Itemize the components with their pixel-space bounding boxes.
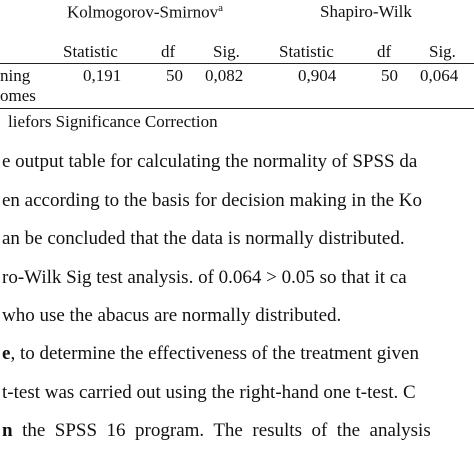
row-label-line1: ning xyxy=(0,66,31,85)
body-line-3: an be concluded that the data is normall… xyxy=(2,228,405,249)
col-header-sig-sw: Sig. xyxy=(429,42,456,61)
body-line-4: ro-Wilk Sig test analysis. of 0.064 > 0.… xyxy=(2,267,407,288)
col-header-df-sw: df xyxy=(377,42,392,61)
table-footnote: liefors Significance Correction xyxy=(8,112,218,131)
value-ks-sig: 0,082 xyxy=(205,66,244,85)
value-sw-statistic: 0,904 xyxy=(298,66,337,85)
table-top-rule xyxy=(0,63,474,64)
row-label-line2: omes xyxy=(0,86,36,105)
body-line-6: e, to determine the effectiveness of the… xyxy=(2,343,419,365)
value-sw-sig: 0,064 xyxy=(420,66,459,85)
col-header-df-ks: df xyxy=(161,42,176,61)
body-line-7: t-test was carried out using the right-h… xyxy=(2,382,416,403)
body-line-2: en according to the basis for decision m… xyxy=(2,190,423,211)
value-sw-df: 50 xyxy=(381,66,398,85)
col-header-sig-ks: Sig. xyxy=(213,42,240,61)
body-line-6-bold: e xyxy=(2,343,11,364)
value-ks-statistic: 0,191 xyxy=(83,66,122,85)
col-header-statistic-sw: Statistic xyxy=(279,42,334,61)
sw-group-header: Shapiro-Wilk xyxy=(320,2,412,21)
body-line-6-rest: , to determine the effectiveness of the … xyxy=(10,343,419,364)
table-bottom-rule xyxy=(0,108,474,109)
body-line-8-rest: the SPSS 16 program. The results of the … xyxy=(12,420,431,441)
ks-group-header: Kolmogorov-Smirnova xyxy=(67,2,223,22)
col-header-statistic-ks: Statistic xyxy=(63,42,118,61)
body-line-8: n the SPSS 16 program. The results of th… xyxy=(2,420,431,442)
body-line-8-bold: n xyxy=(2,420,13,441)
body-line-5: who use the abacus are normally distribu… xyxy=(2,305,342,326)
value-ks-df: 50 xyxy=(166,66,183,85)
body-line-1: e output table for calculating the norma… xyxy=(2,151,418,172)
